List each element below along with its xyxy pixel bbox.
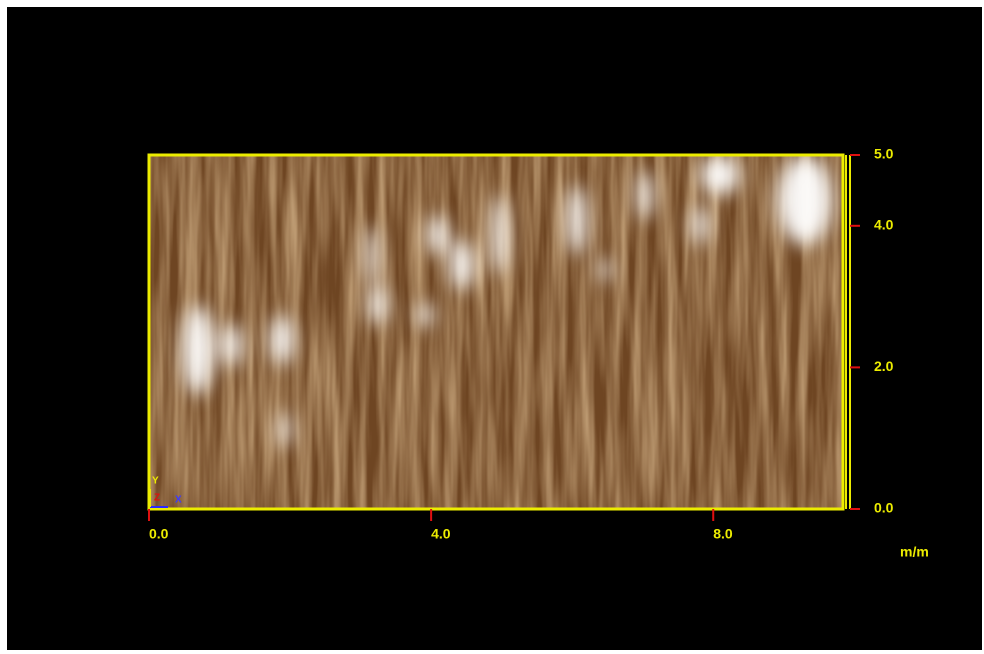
x-tick-label: 4.0 <box>431 526 451 542</box>
y-tick-label: 4.0 <box>874 217 894 233</box>
y-tick-label: 5.0 <box>874 146 894 162</box>
x-tick-label: 0.0 <box>149 526 169 542</box>
x-tick-label: 8.0 <box>713 526 733 542</box>
surface-image <box>149 155 843 509</box>
gizmo-label: Z <box>154 493 160 504</box>
y-tick-label: 2.0 <box>874 358 894 374</box>
gizmo-label: X <box>175 495 182 506</box>
x-axis-label: m/m <box>900 544 929 560</box>
gizmo-label: Y <box>152 476 159 487</box>
y-tick-label: 0.0 <box>874 500 894 516</box>
plot-frame <box>147 153 845 511</box>
